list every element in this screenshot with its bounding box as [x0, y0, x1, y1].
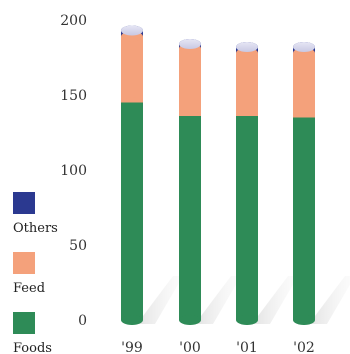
bar-segment-feed-00: [179, 43, 201, 121]
bar-00: [179, 39, 201, 325]
y-tick-label-200: 200: [60, 13, 87, 29]
legend-item-others: Others: [13, 192, 58, 236]
bars: [121, 25, 315, 325]
bar-shadow-99: [125, 276, 183, 324]
bar-segment-foods-01: [236, 116, 258, 325]
x-tick-label-00: '00: [179, 340, 201, 354]
bar-segment-foods-99: [121, 102, 143, 325]
bar-shadows: [125, 276, 350, 324]
x-axis-ticks: '99 '00 '01 '02: [121, 340, 315, 354]
bar-shadow-00: [183, 276, 241, 324]
legend-label-others: Others: [13, 221, 58, 236]
legend-swatch-others: [13, 192, 35, 214]
x-tick-label-02: '02: [293, 340, 315, 354]
bar-shadow-02: [297, 276, 350, 324]
y-tick-label-150: 150: [60, 88, 87, 104]
legend-label-foods: Foods: [13, 341, 52, 354]
legend-swatch-foods: [13, 312, 35, 334]
bar-segment-foods-02: [293, 117, 315, 325]
y-tick-label-100: 100: [60, 163, 87, 179]
legend: Foods Feed Others: [13, 192, 58, 354]
legend-label-feed: Feed: [13, 281, 45, 296]
legend-swatch-feed: [13, 252, 35, 274]
legend-item-foods: Foods: [13, 312, 52, 354]
bar-02: [293, 42, 315, 325]
bar-segment-feed-02: [293, 48, 315, 123]
y-tick-label-50: 50: [69, 238, 87, 254]
x-tick-label-01: '01: [236, 340, 258, 354]
bar-segment-feed-01: [236, 48, 258, 121]
bar-cap-02: [293, 42, 315, 52]
bar-99: [121, 25, 143, 325]
bar-shadow-01: [240, 276, 298, 324]
bar-segment-feed-99: [121, 31, 143, 108]
bar-01: [236, 42, 258, 325]
bar-segment-foods-00: [179, 116, 201, 325]
bar-cap-00: [179, 39, 201, 49]
x-tick-label-99: '99: [121, 340, 143, 354]
legend-item-feed: Feed: [13, 252, 45, 296]
bar-cap-01: [236, 42, 258, 52]
y-tick-label-0: 0: [78, 313, 87, 329]
y-axis-ticks: 0 50 100 150 200: [60, 13, 87, 329]
bar-cap-99: [121, 25, 143, 36]
